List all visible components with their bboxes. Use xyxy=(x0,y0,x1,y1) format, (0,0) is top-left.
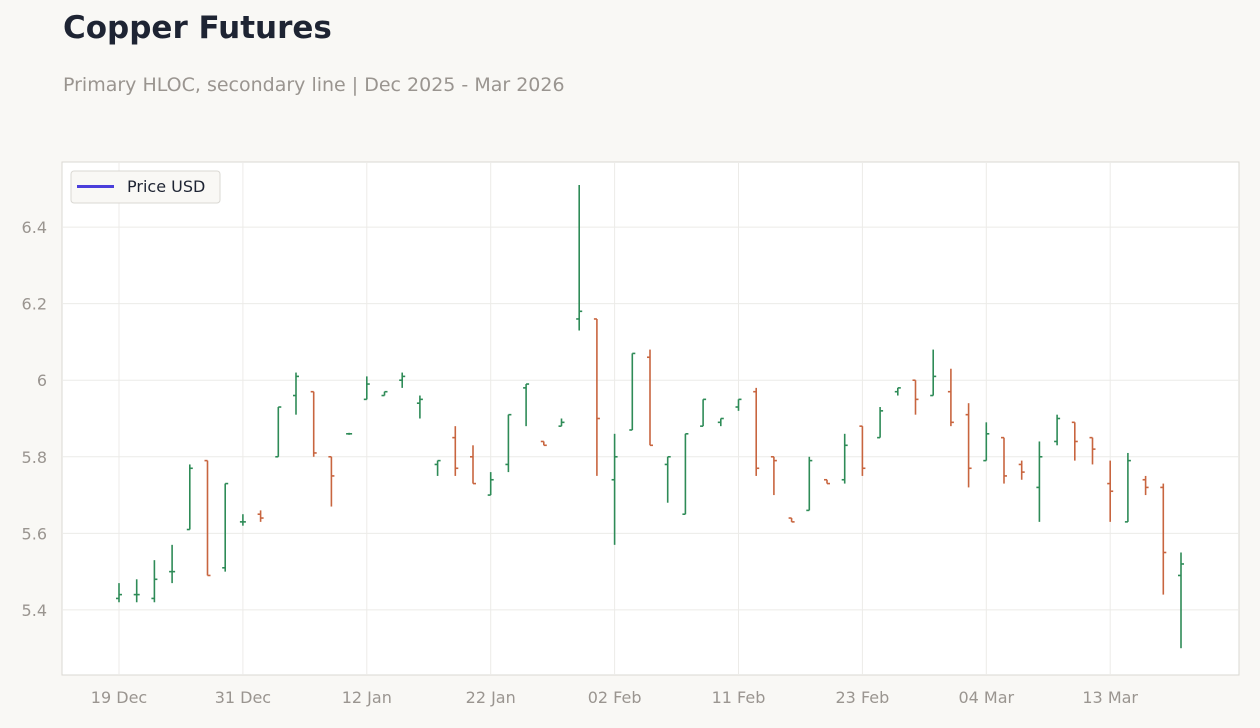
ohlc-bar xyxy=(416,395,423,419)
ohlc-bar xyxy=(310,390,317,457)
ohlc-bar xyxy=(841,433,848,484)
ohlc-bar xyxy=(558,418,565,427)
ohlc-bar xyxy=(363,376,370,401)
ohlc-bar xyxy=(806,456,813,512)
ohlc-bar xyxy=(133,579,140,603)
ohlc-bar xyxy=(877,407,884,439)
ohlc-bar xyxy=(275,406,282,458)
y-tick-label: 6.4 xyxy=(22,218,47,237)
ohlc-bar xyxy=(346,432,353,435)
ohlc-bar xyxy=(151,560,158,603)
legend-box xyxy=(70,170,221,204)
ohlc-bar xyxy=(1001,436,1007,484)
y-tick-label: 5.4 xyxy=(22,601,47,620)
ohlc-bar xyxy=(523,383,530,427)
ohlc-bar xyxy=(824,478,830,485)
ohlc-bar xyxy=(700,398,707,427)
x-tick-label: 19 Dec xyxy=(91,688,147,707)
ohlc-bar xyxy=(452,426,459,476)
x-tick-label: 12 Jan xyxy=(342,688,392,707)
y-tick-label: 6.2 xyxy=(22,295,47,314)
ohlc-bar xyxy=(947,368,954,427)
y-axis: 5.4 5.6 5.8 6 6.2 6.4 xyxy=(22,218,47,620)
ohlc-bar xyxy=(894,387,901,396)
ohlc-bar xyxy=(770,455,777,496)
ohlc-bar xyxy=(576,184,583,331)
ohlc-bar xyxy=(470,445,476,485)
chart-title: Copper Futures xyxy=(63,10,332,46)
ohlc-bar xyxy=(965,403,972,488)
ohlc-bar xyxy=(682,433,689,516)
ohlc-bar xyxy=(222,482,229,572)
ohlc-bar xyxy=(735,398,742,411)
ohlc-bar xyxy=(859,425,866,476)
x-axis: 19 Dec 31 Dec 12 Jan 22 Jan 02 Feb 11 Feb 23 F… xyxy=(91,688,1139,707)
ohlc-bar xyxy=(399,372,406,388)
ohlc-bar xyxy=(1054,414,1061,446)
ohlc-bar xyxy=(1018,460,1025,480)
legend[interactable]: Price USD xyxy=(70,170,221,204)
ohlc-bar xyxy=(1071,421,1078,461)
y-tick-label: 5.6 xyxy=(22,524,47,543)
ohlc-bar xyxy=(1160,483,1167,595)
ohlc-bar xyxy=(1089,436,1096,465)
ohlc-bar xyxy=(116,583,122,603)
ohlc-bar xyxy=(1124,452,1131,523)
ohlc-bar xyxy=(540,440,547,447)
chart-subtitle: Primary HLOC, secondary line | Dec 2025 … xyxy=(63,74,565,96)
ohlc-bar xyxy=(647,349,653,447)
x-tick-label: 11 Feb xyxy=(712,688,766,707)
ohlc-bar xyxy=(328,455,335,507)
ohlc-bar xyxy=(1107,460,1114,522)
ohlc-bar xyxy=(487,472,494,496)
ohlc-bar xyxy=(788,517,795,523)
x-tick-label: 04 Mar xyxy=(958,688,1014,707)
x-tick-label: 31 Dec xyxy=(215,688,271,707)
x-tick-label: 22 Jan xyxy=(466,688,516,707)
x-tick-label: 13 Mar xyxy=(1082,688,1138,707)
ohlc-bar xyxy=(1178,552,1184,649)
ohlc-bar xyxy=(1142,475,1149,496)
ohlc-bar xyxy=(434,459,441,476)
ohlc-bar xyxy=(664,455,671,503)
ohlc-bar xyxy=(169,544,176,584)
ohlc-bar xyxy=(186,464,193,531)
ohlc-bar xyxy=(912,379,919,415)
ohlc-bar xyxy=(381,390,388,397)
ohlc-bar xyxy=(983,422,990,462)
ohlc-bar xyxy=(717,417,724,427)
ohlc-bar xyxy=(629,352,636,431)
ohlc-bar xyxy=(593,318,600,476)
ohlc-bar xyxy=(505,413,512,473)
ohlc-bar xyxy=(257,510,264,522)
ohlc-bar xyxy=(1036,441,1043,522)
x-tick-label: 02 Feb xyxy=(588,688,642,707)
ohlc-bar xyxy=(930,349,937,397)
ohlc-bar xyxy=(753,387,760,476)
candles xyxy=(116,184,1184,649)
ohlc-bar xyxy=(204,459,211,577)
ohlc-bar xyxy=(293,372,299,415)
ohlc-bar xyxy=(611,433,618,545)
y-tick-label: 5.8 xyxy=(22,448,47,467)
legend-label: Price USD xyxy=(127,177,205,196)
ohlc-bar xyxy=(239,514,246,526)
y-tick-label: 6 xyxy=(37,371,47,390)
x-tick-label: 23 Feb xyxy=(836,688,890,707)
